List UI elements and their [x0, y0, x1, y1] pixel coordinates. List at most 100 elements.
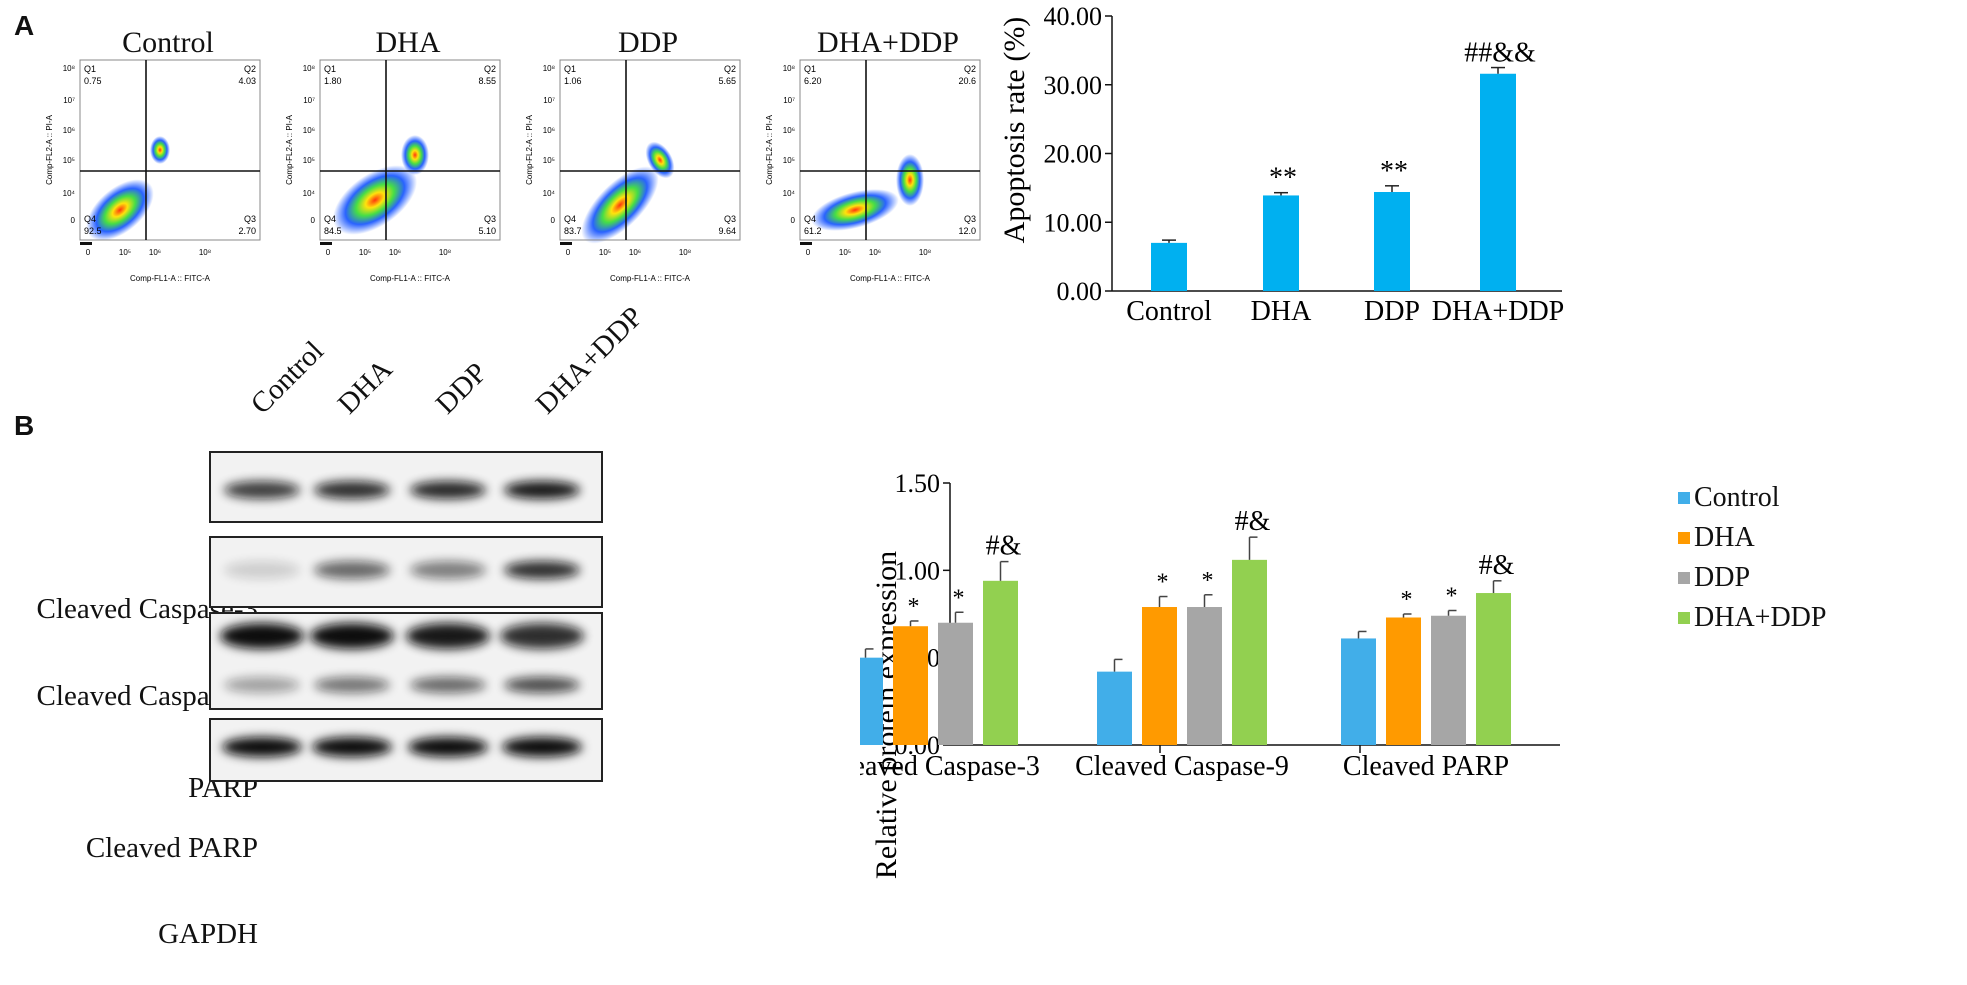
protein-significance: #&: [986, 531, 1022, 562]
apoptosis-y-tick-label: 40.00: [1044, 2, 1103, 31]
q3-label: Q3: [484, 214, 496, 224]
flow-y-tick: 10⁴: [303, 189, 316, 198]
q2-label: Q2: [484, 64, 496, 74]
flow-y-tick: 10⁸: [63, 64, 75, 73]
q1-label: Q1: [84, 64, 96, 74]
flow-plot-1: Q1 1.80 Q2 8.55 Q3 5.10 Q4 84.5 10⁸ 10⁷ 10⁶ 10⁵ 10⁴ 0…: [285, 59, 501, 283]
blot-label-gapdh: GAPDH: [158, 918, 258, 950]
protein-bar: [1187, 607, 1222, 745]
flow-y-tick: 10⁷: [303, 96, 315, 105]
flow-plot-3: Q1 6.20 Q2 20.6 Q3 12.0 Q4 61.2 10⁸ 10⁷ 10⁶ 10⁵ 10⁴ 0…: [765, 59, 981, 283]
q2-value: 5.65: [718, 76, 736, 86]
q1-label: Q1: [804, 64, 816, 74]
legend-swatch: [1678, 612, 1690, 624]
flow-plot-frame: [319, 59, 501, 241]
flow-y-tick: 10⁶: [303, 126, 315, 135]
blot-box-parp: [209, 612, 603, 710]
flow-y-tick: 10⁸: [543, 64, 555, 73]
apoptosis-y-tick-label: 30.00: [1044, 71, 1103, 100]
legend-label: DHA: [1694, 522, 1755, 553]
apoptosis-category-label: DHA+DDP: [1432, 296, 1564, 327]
protein-bar: [1476, 593, 1511, 745]
apoptosis-y-tick-label: 10.00: [1044, 208, 1103, 237]
flow-y-tick: 10⁴: [783, 189, 796, 198]
q4-label: Q4: [84, 214, 96, 224]
flow-x-tick: 0: [806, 248, 811, 257]
q3-value: 12.0: [958, 226, 976, 236]
flow-density-blob: [150, 136, 170, 164]
protein-significance: #&: [1235, 506, 1271, 537]
q1-label: Q1: [564, 64, 576, 74]
protein-bar: [893, 626, 928, 745]
flow-y-tick: 10⁷: [63, 96, 75, 105]
flow-x-tick: 10⁵: [119, 248, 131, 257]
q3-label: Q3: [724, 214, 736, 224]
apoptosis-category-label: Control: [1126, 296, 1212, 327]
flow-y-tick: 0: [71, 216, 76, 225]
blot-band: [224, 677, 300, 693]
flow-y-axis-label: Comp-FL2-A :: PI-A: [285, 114, 294, 184]
protein-significance: #&: [1479, 550, 1515, 581]
protein-bar: [1232, 559, 1267, 745]
flow-x-tick: 0: [86, 248, 91, 257]
q3-label: Q3: [244, 214, 256, 224]
flow-x-tick: 10⁸: [919, 248, 931, 257]
flow-x-tick: 0: [566, 248, 571, 257]
flow-x-axis-label: Comp-FL1-A :: FITC-A: [370, 274, 451, 283]
flow-y-tick: 10⁵: [63, 156, 75, 165]
flow-x-tick: 10⁶: [869, 248, 881, 257]
flow-axis-mark: [320, 242, 332, 245]
blot-band: [504, 677, 580, 693]
flow-axis-mark: [800, 242, 812, 245]
apoptosis-category-label: DDP: [1364, 296, 1420, 327]
legend-item: DHA+DDP: [1678, 598, 1826, 638]
flow-y-tick: 10⁶: [543, 126, 555, 135]
flow-density-blob: [86, 179, 154, 241]
q2-value: 8.55: [478, 76, 496, 86]
apoptosis-bar: [1480, 73, 1516, 291]
blot-box-caspase9: [209, 536, 603, 608]
protein-bar: [1431, 615, 1466, 745]
legend-swatch: [1678, 492, 1690, 504]
protein-significance: *: [1446, 584, 1458, 610]
flow-axis-mark: [80, 242, 92, 245]
blot-band: [224, 561, 300, 579]
q4-label: Q4: [804, 214, 816, 224]
apoptosis-significance: ##&&: [1464, 38, 1536, 69]
blot-band: [500, 623, 584, 649]
flow-y-tick: 10⁷: [543, 96, 555, 105]
flow-y-tick: 10⁷: [783, 96, 795, 105]
flow-y-axis-label: Comp-FL2-A :: PI-A: [765, 114, 774, 184]
flow-x-tick: 10⁵: [599, 248, 611, 257]
protein-significance: *: [1157, 570, 1169, 596]
q4-value: 92.5: [84, 226, 102, 236]
blot-band: [224, 481, 300, 499]
protein-significance: *: [908, 594, 920, 620]
apoptosis-bar: [1374, 192, 1410, 291]
western-blot-panel: Control DHA DDP DHA+DDP Cleaved Caspase-…: [37, 301, 650, 950]
flow-x-axis-label: Comp-FL1-A :: FITC-A: [850, 274, 931, 283]
apoptosis-bar: [1263, 195, 1299, 291]
blot-band: [410, 481, 486, 499]
flow-x-tick: 10⁵: [839, 248, 851, 257]
q3-value: 5.10: [478, 226, 496, 236]
flow-y-tick: 10⁴: [543, 189, 556, 198]
flow-y-tick: 10⁸: [303, 64, 315, 73]
flow-plot-frame: [559, 59, 741, 241]
flow-y-tick: 10⁵: [543, 156, 555, 165]
q4-value: 84.5: [324, 226, 342, 236]
flow-title-dha: DHA: [375, 26, 441, 59]
flow-x-tick: 10⁸: [199, 248, 211, 257]
flow-y-tick: 0: [551, 216, 556, 225]
protein-expression-chart: Relative protein expression 0.000.501.00…: [860, 470, 1560, 879]
q2-label: Q2: [964, 64, 976, 74]
protein-category-label: Cleaved Caspase-3: [860, 751, 1040, 782]
legend-item: Control: [1678, 478, 1826, 518]
apoptosis-bar: [1151, 242, 1187, 291]
flow-cytometry-plots: Q1 0.75 Q2 4.03 Q3 2.70 Q4 92.5 10⁸ 10⁷ 10⁶ 10⁵ 10⁴ 0…: [45, 59, 981, 283]
flow-y-tick: 0: [311, 216, 316, 225]
flow-y-tick: 10⁸: [783, 64, 795, 73]
flow-title-control: Control: [122, 26, 214, 59]
flow-density-blob: [581, 166, 659, 244]
q4-value: 61.2: [804, 226, 822, 236]
